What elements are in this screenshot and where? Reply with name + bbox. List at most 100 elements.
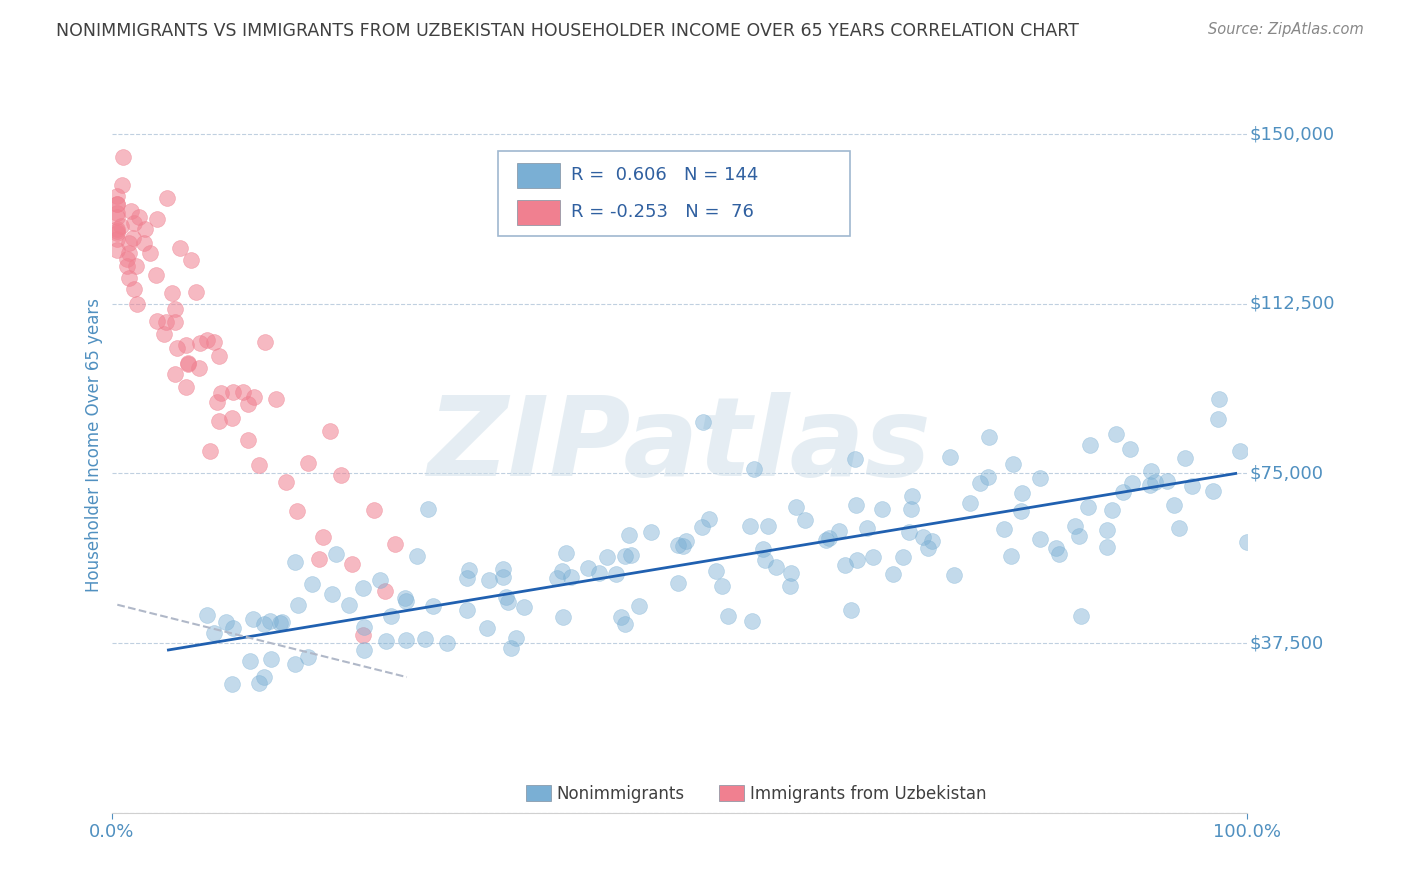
Point xyxy=(513,600,536,615)
Point xyxy=(177,357,200,371)
Point xyxy=(165,315,187,329)
Point xyxy=(155,315,177,329)
Point xyxy=(269,616,291,631)
Point xyxy=(236,433,259,447)
Point xyxy=(163,301,186,316)
Point xyxy=(1047,548,1070,562)
Point xyxy=(1174,450,1197,465)
Point xyxy=(195,608,218,623)
Point xyxy=(1095,524,1118,538)
Point xyxy=(176,380,198,394)
Point xyxy=(752,541,775,556)
Point xyxy=(319,424,342,438)
Point xyxy=(546,571,568,585)
Point xyxy=(134,222,156,236)
Point xyxy=(128,210,150,224)
Point xyxy=(394,591,416,606)
Point xyxy=(177,356,200,370)
Point xyxy=(145,314,167,328)
Point xyxy=(900,502,922,516)
Point xyxy=(495,590,517,604)
Bar xyxy=(526,785,551,801)
Point xyxy=(146,211,169,226)
Point xyxy=(110,219,132,233)
Point xyxy=(1206,412,1229,426)
Point xyxy=(1000,549,1022,564)
Point xyxy=(610,609,633,624)
Point xyxy=(1010,504,1032,518)
Point xyxy=(352,627,374,641)
Point xyxy=(666,538,689,552)
Point xyxy=(202,626,225,640)
Text: $112,500: $112,500 xyxy=(1250,294,1334,313)
Point xyxy=(614,617,637,632)
Point xyxy=(276,475,298,490)
Point xyxy=(337,598,360,612)
Point xyxy=(111,150,134,164)
Point xyxy=(742,462,765,476)
Point xyxy=(239,654,262,668)
Point xyxy=(765,559,787,574)
Point xyxy=(297,456,319,470)
Point xyxy=(195,333,218,347)
Point xyxy=(870,502,893,516)
Point xyxy=(993,522,1015,536)
Point xyxy=(1236,535,1258,549)
Point xyxy=(891,550,914,565)
Point xyxy=(779,579,801,593)
Point xyxy=(690,520,713,534)
Text: $150,000: $150,000 xyxy=(1250,125,1334,143)
Point xyxy=(917,541,939,555)
Point xyxy=(253,670,276,684)
Point xyxy=(105,206,128,220)
Point xyxy=(977,470,1000,484)
Point xyxy=(363,503,385,517)
Point xyxy=(717,608,740,623)
Point xyxy=(253,616,276,631)
Point xyxy=(215,615,238,629)
Point xyxy=(478,573,501,587)
Point xyxy=(105,196,128,211)
Point xyxy=(145,268,167,282)
Point xyxy=(921,533,943,548)
Point xyxy=(105,244,128,258)
Bar xyxy=(517,162,560,188)
Text: NONIMMIGRANTS VS IMMIGRANTS FROM UZBEKISTAN HOUSEHOLDER INCOME OVER 65 YEARS COR: NONIMMIGRANTS VS IMMIGRANTS FROM UZBEKIS… xyxy=(56,22,1080,40)
Point xyxy=(640,524,662,539)
Point xyxy=(374,634,396,648)
Point xyxy=(312,530,335,544)
Point xyxy=(330,467,353,482)
Point xyxy=(560,570,582,584)
Point xyxy=(1208,392,1230,406)
Point xyxy=(1101,503,1123,517)
Point xyxy=(353,642,375,657)
Point xyxy=(834,558,856,572)
Point xyxy=(284,555,307,569)
Point xyxy=(491,562,513,576)
Point xyxy=(198,444,221,458)
Point xyxy=(977,430,1000,444)
Point xyxy=(817,532,839,546)
Point xyxy=(1064,518,1087,533)
Point xyxy=(105,225,128,239)
Point xyxy=(710,579,733,593)
Point xyxy=(284,657,307,672)
Point xyxy=(1139,478,1161,492)
Point xyxy=(297,649,319,664)
Point xyxy=(794,513,817,527)
Point xyxy=(588,566,610,581)
Point xyxy=(264,392,287,406)
Point xyxy=(475,621,498,635)
Point xyxy=(232,384,254,399)
Point xyxy=(105,226,128,240)
Point xyxy=(207,395,229,409)
Point xyxy=(815,533,838,547)
Point xyxy=(456,571,478,585)
Point xyxy=(160,286,183,301)
Point xyxy=(627,599,650,613)
Text: R = -0.253   N =  76: R = -0.253 N = 76 xyxy=(571,203,755,221)
Point xyxy=(1045,541,1067,556)
Point xyxy=(118,236,141,251)
Point xyxy=(353,619,375,633)
Point xyxy=(754,553,776,567)
